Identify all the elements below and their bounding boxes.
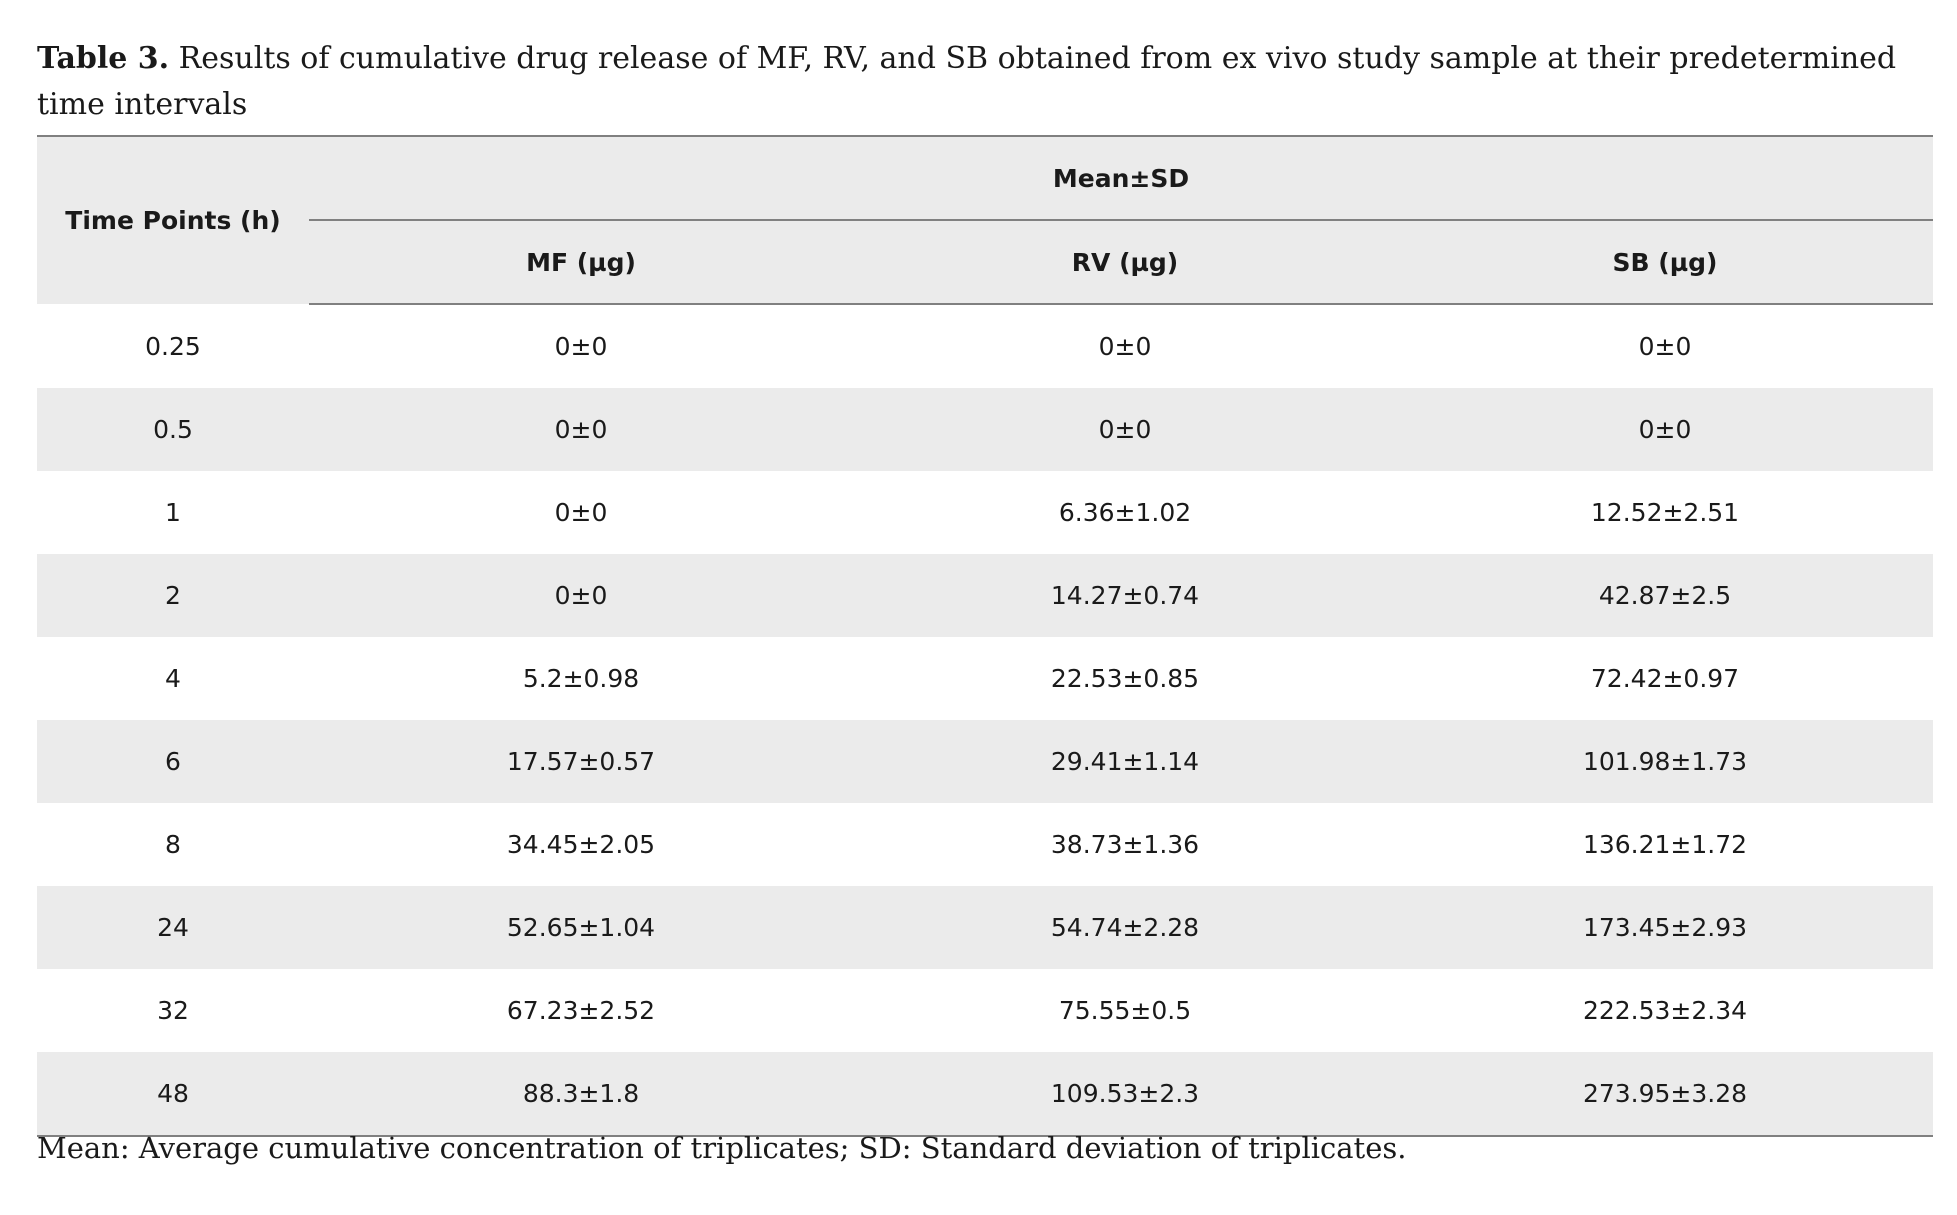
cell-time: 0.25	[145, 331, 201, 361]
table-row: 6 17.57±0.57 29.41±1.14 101.98±1.73	[37, 720, 1933, 803]
cell-mf: 0±0	[309, 388, 853, 471]
cell-time: 1	[165, 498, 181, 527]
cell-mf: 17.57±0.57	[309, 720, 853, 803]
cell-time: 4	[165, 664, 181, 693]
header-sb: SB (µg)	[1397, 220, 1933, 305]
table-caption-text: Results of cumulative drug release of MF…	[37, 41, 1897, 122]
table-row: 0.25 0±0 0±0 0±0	[37, 304, 1933, 388]
table-row: 2 0±0 14.27±0.74 42.87±2.5	[37, 554, 1933, 637]
header-mean-sd: Mean±SD	[309, 135, 1933, 221]
cell-rv: 14.27±0.74	[853, 554, 1397, 637]
table-row: 1 0±0 6.36±1.02 12.52±2.51	[37, 471, 1933, 554]
cell-sb: 72.42±0.97	[1590, 664, 1740, 693]
cell-rv: 75.55±0.5	[1058, 996, 1192, 1025]
table-row: 8 34.45±2.05 38.73±1.36 136.21±1.72	[37, 803, 1933, 886]
cell-rv: 0±0	[853, 388, 1397, 471]
table-header: Time Points (h) Mean±SD MF (µg) RV (µg) …	[37, 135, 1933, 305]
cell-mf: 34.45±2.05	[506, 830, 656, 859]
table-row: 0.5 0±0 0±0 0±0	[37, 388, 1933, 471]
table-row: 24 52.65±1.04 54.74±2.28 173.45±2.93	[37, 886, 1933, 969]
cell-sb: 42.87±2.5	[1397, 554, 1933, 637]
cell-sb: 136.21±1.72	[1582, 830, 1748, 859]
cell-sb: 273.95±3.28	[1397, 1052, 1933, 1137]
table-row: 48 88.3±1.8 109.53±2.3 273.95±3.28	[37, 1052, 1933, 1137]
cell-mf: 0±0	[554, 498, 608, 527]
cell-mf: 52.65±1.04	[309, 886, 853, 969]
cell-time: 24	[37, 886, 309, 969]
cell-time: 32	[157, 996, 189, 1025]
cell-mf: 67.23±2.52	[506, 996, 656, 1025]
table-footnote: Mean: Average cumulative concentration o…	[37, 1131, 1407, 1165]
cell-sb: 101.98±1.73	[1397, 720, 1933, 803]
cell-rv: 54.74±2.28	[853, 886, 1397, 969]
cell-mf: 88.3±1.8	[309, 1052, 853, 1137]
cell-sb: 0±0	[1638, 332, 1692, 361]
header-mf: MF (µg)	[309, 220, 853, 305]
cell-rv: 29.41±1.14	[853, 720, 1397, 803]
table-caption: Table 3. Results of cumulative drug rele…	[37, 36, 1937, 128]
cell-time: 8	[165, 830, 181, 859]
table-row: 4 5.2±0.98 22.53±0.85 72.42±0.97	[37, 637, 1933, 720]
cell-rv: 109.53±2.3	[853, 1052, 1397, 1137]
cell-sb: 173.45±2.93	[1397, 886, 1933, 969]
results-table: Time Points (h) Mean±SD MF (µg) RV (µg) …	[37, 135, 1933, 1137]
cell-sb: 12.52±2.51	[1590, 498, 1740, 527]
cell-time: 48	[37, 1052, 309, 1137]
cell-mf: 0±0	[309, 554, 853, 637]
cell-rv: 6.36±1.02	[1058, 498, 1192, 527]
cell-mf: 0±0	[554, 332, 608, 361]
cell-rv: 38.73±1.36	[1050, 830, 1200, 859]
cell-time: 6	[37, 720, 309, 803]
cell-mf: 5.2±0.98	[522, 664, 640, 693]
cell-time: 2	[37, 554, 309, 637]
cell-time: 0.5	[37, 388, 309, 471]
cell-rv: 0±0	[1098, 332, 1152, 361]
cell-sb: 0±0	[1397, 388, 1933, 471]
table-row: 32 67.23±2.52 75.55±0.5 222.53±2.34	[37, 969, 1933, 1052]
header-time-points: Time Points (h)	[37, 135, 309, 304]
table-label: Table 3.	[37, 41, 170, 76]
cell-rv: 22.53±0.85	[1050, 664, 1200, 693]
cell-sb: 222.53±2.34	[1582, 996, 1748, 1025]
table-body: 0.25 0±0 0±0 0±0 0.5 0±0 0±0 0±0 1 0±0 6…	[37, 304, 1933, 1137]
header-rv: RV (µg)	[853, 220, 1397, 305]
